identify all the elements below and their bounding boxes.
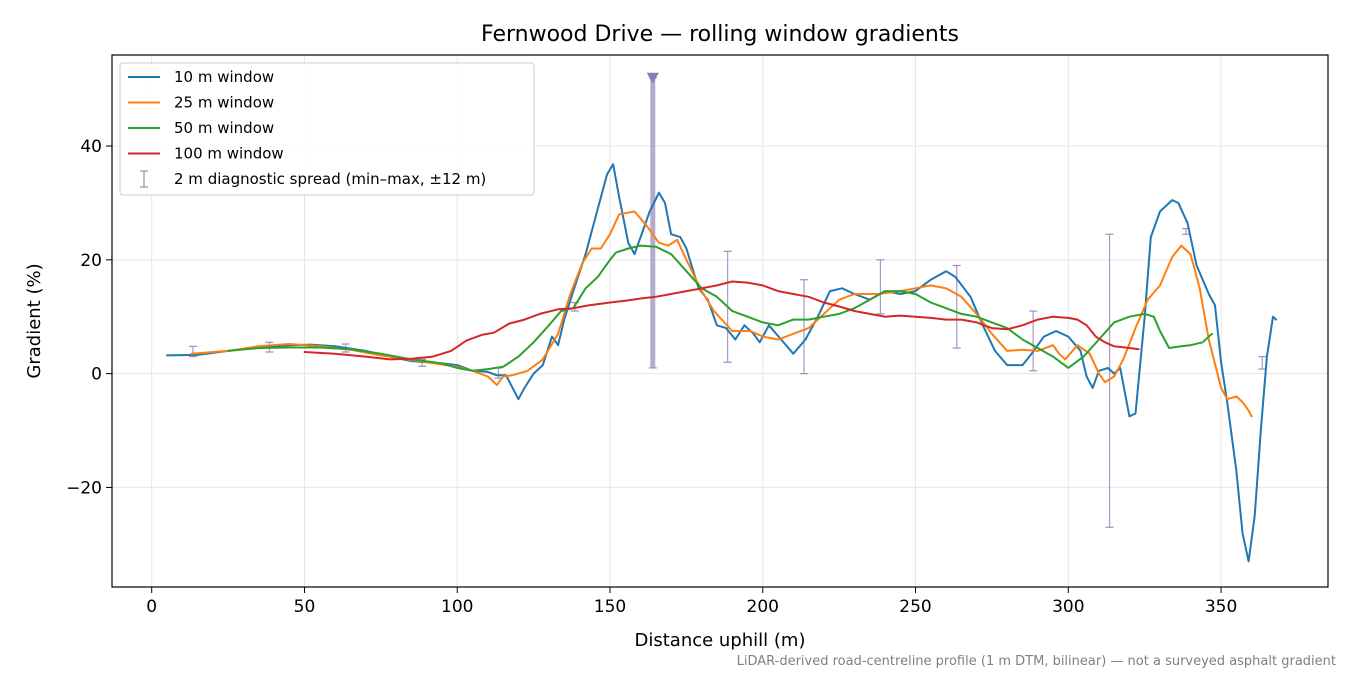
- footnote: LiDAR-derived road-centreline profile (1…: [737, 654, 1336, 669]
- y-axis-ticks: −20 0 20 40: [66, 137, 112, 498]
- chart-title: Fernwood Drive — rolling window gradient…: [481, 22, 959, 47]
- y-tick-label: 0: [91, 365, 102, 385]
- x-tick-label: 150: [594, 597, 626, 617]
- y-tick-label: 20: [80, 251, 102, 271]
- x-axis-ticks: 0 50 100 150 200 250 300 350: [146, 587, 1237, 617]
- plot-frame: [111, 54, 1329, 588]
- legend-frame: [119, 62, 535, 196]
- errorbar: [494, 367, 503, 379]
- legend-label: 2 m diagnostic spread (min–max, ±12 m): [174, 170, 486, 188]
- legend-label: 50 m window: [174, 119, 274, 137]
- x-axis-label: Distance uphill (m): [635, 630, 806, 651]
- x-tick-label: 200: [747, 597, 779, 617]
- legend-label: 100 m window: [174, 145, 284, 163]
- x-tick-label: 350: [1205, 597, 1237, 617]
- x-tick-label: 250: [899, 597, 931, 617]
- errorbar: [800, 279, 809, 375]
- errorbar: [1105, 233, 1114, 528]
- series-line-4: [303, 280, 1140, 361]
- series-line-1: [166, 163, 1278, 563]
- x-tick-label: 50: [294, 597, 316, 617]
- x-tick-label: 0: [146, 597, 157, 617]
- clipped-marker: [646, 72, 659, 84]
- legend-label: 25 m window: [174, 94, 274, 112]
- errorbar: [646, 72, 659, 369]
- x-tick-label: 300: [1052, 597, 1084, 617]
- series-line-2: [190, 210, 1253, 418]
- legend-label: 10 m window: [174, 68, 274, 86]
- legend: 10 m window 25 m window 50 m window 100 m w…: [119, 62, 535, 196]
- y-tick-label: 40: [80, 137, 102, 157]
- series-group: [166, 163, 1278, 563]
- series-line-3: [227, 244, 1213, 372]
- y-tick-label: −20: [66, 478, 102, 498]
- errorbar: [876, 259, 885, 315]
- y-axis-label: Gradient (%): [24, 263, 45, 378]
- x-tick-label: 100: [441, 597, 473, 617]
